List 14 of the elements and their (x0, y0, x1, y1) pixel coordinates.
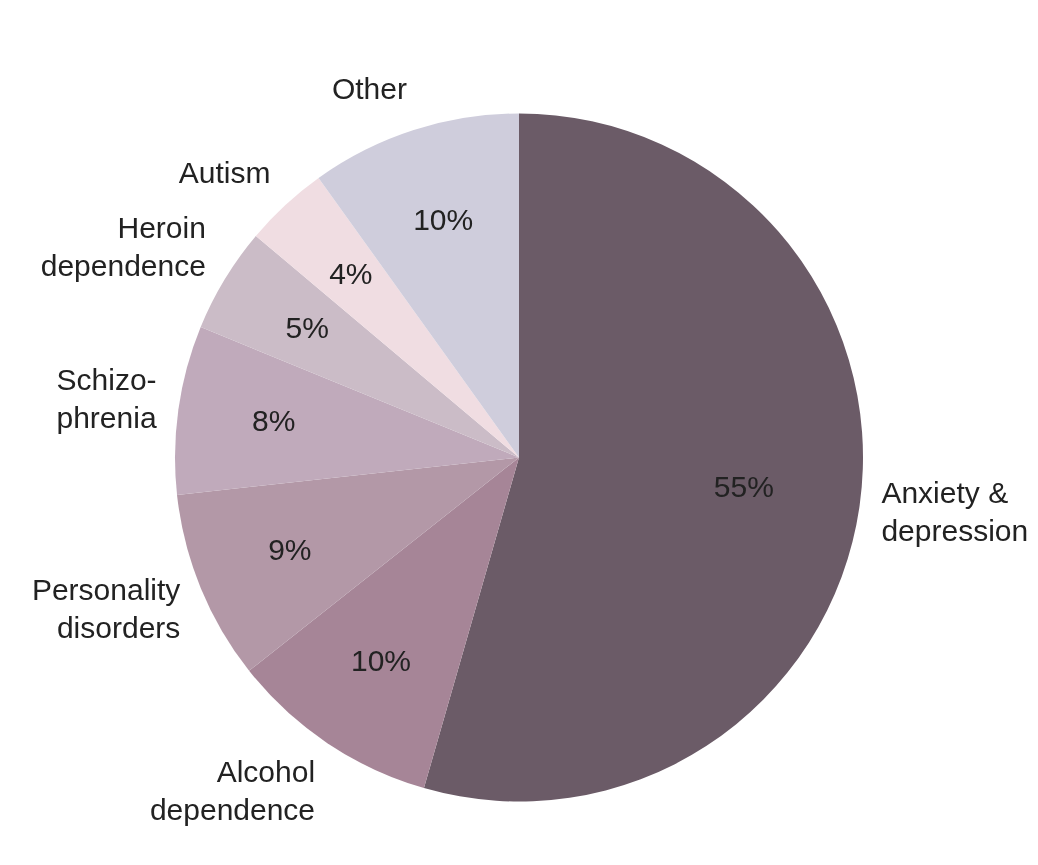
data-label: 10% (350, 644, 412, 678)
data-label: 5% (285, 310, 329, 344)
slice-label: Personality disorders (31, 572, 181, 644)
slice-label: Heroin dependence (40, 210, 206, 282)
slice-label: Alcohol dependence (149, 755, 316, 827)
slice-label: Other (331, 72, 407, 106)
data-label: 4% (329, 256, 373, 290)
data-label: 9% (268, 532, 312, 566)
data-label: 8% (252, 404, 296, 438)
data-label: 10% (413, 202, 474, 236)
slice-label: Autism (178, 156, 271, 190)
data-label: 55% (713, 470, 774, 504)
slice-label: Schizo-phrenia (56, 363, 157, 435)
slice-label: Anxiety & depression (881, 476, 1029, 548)
